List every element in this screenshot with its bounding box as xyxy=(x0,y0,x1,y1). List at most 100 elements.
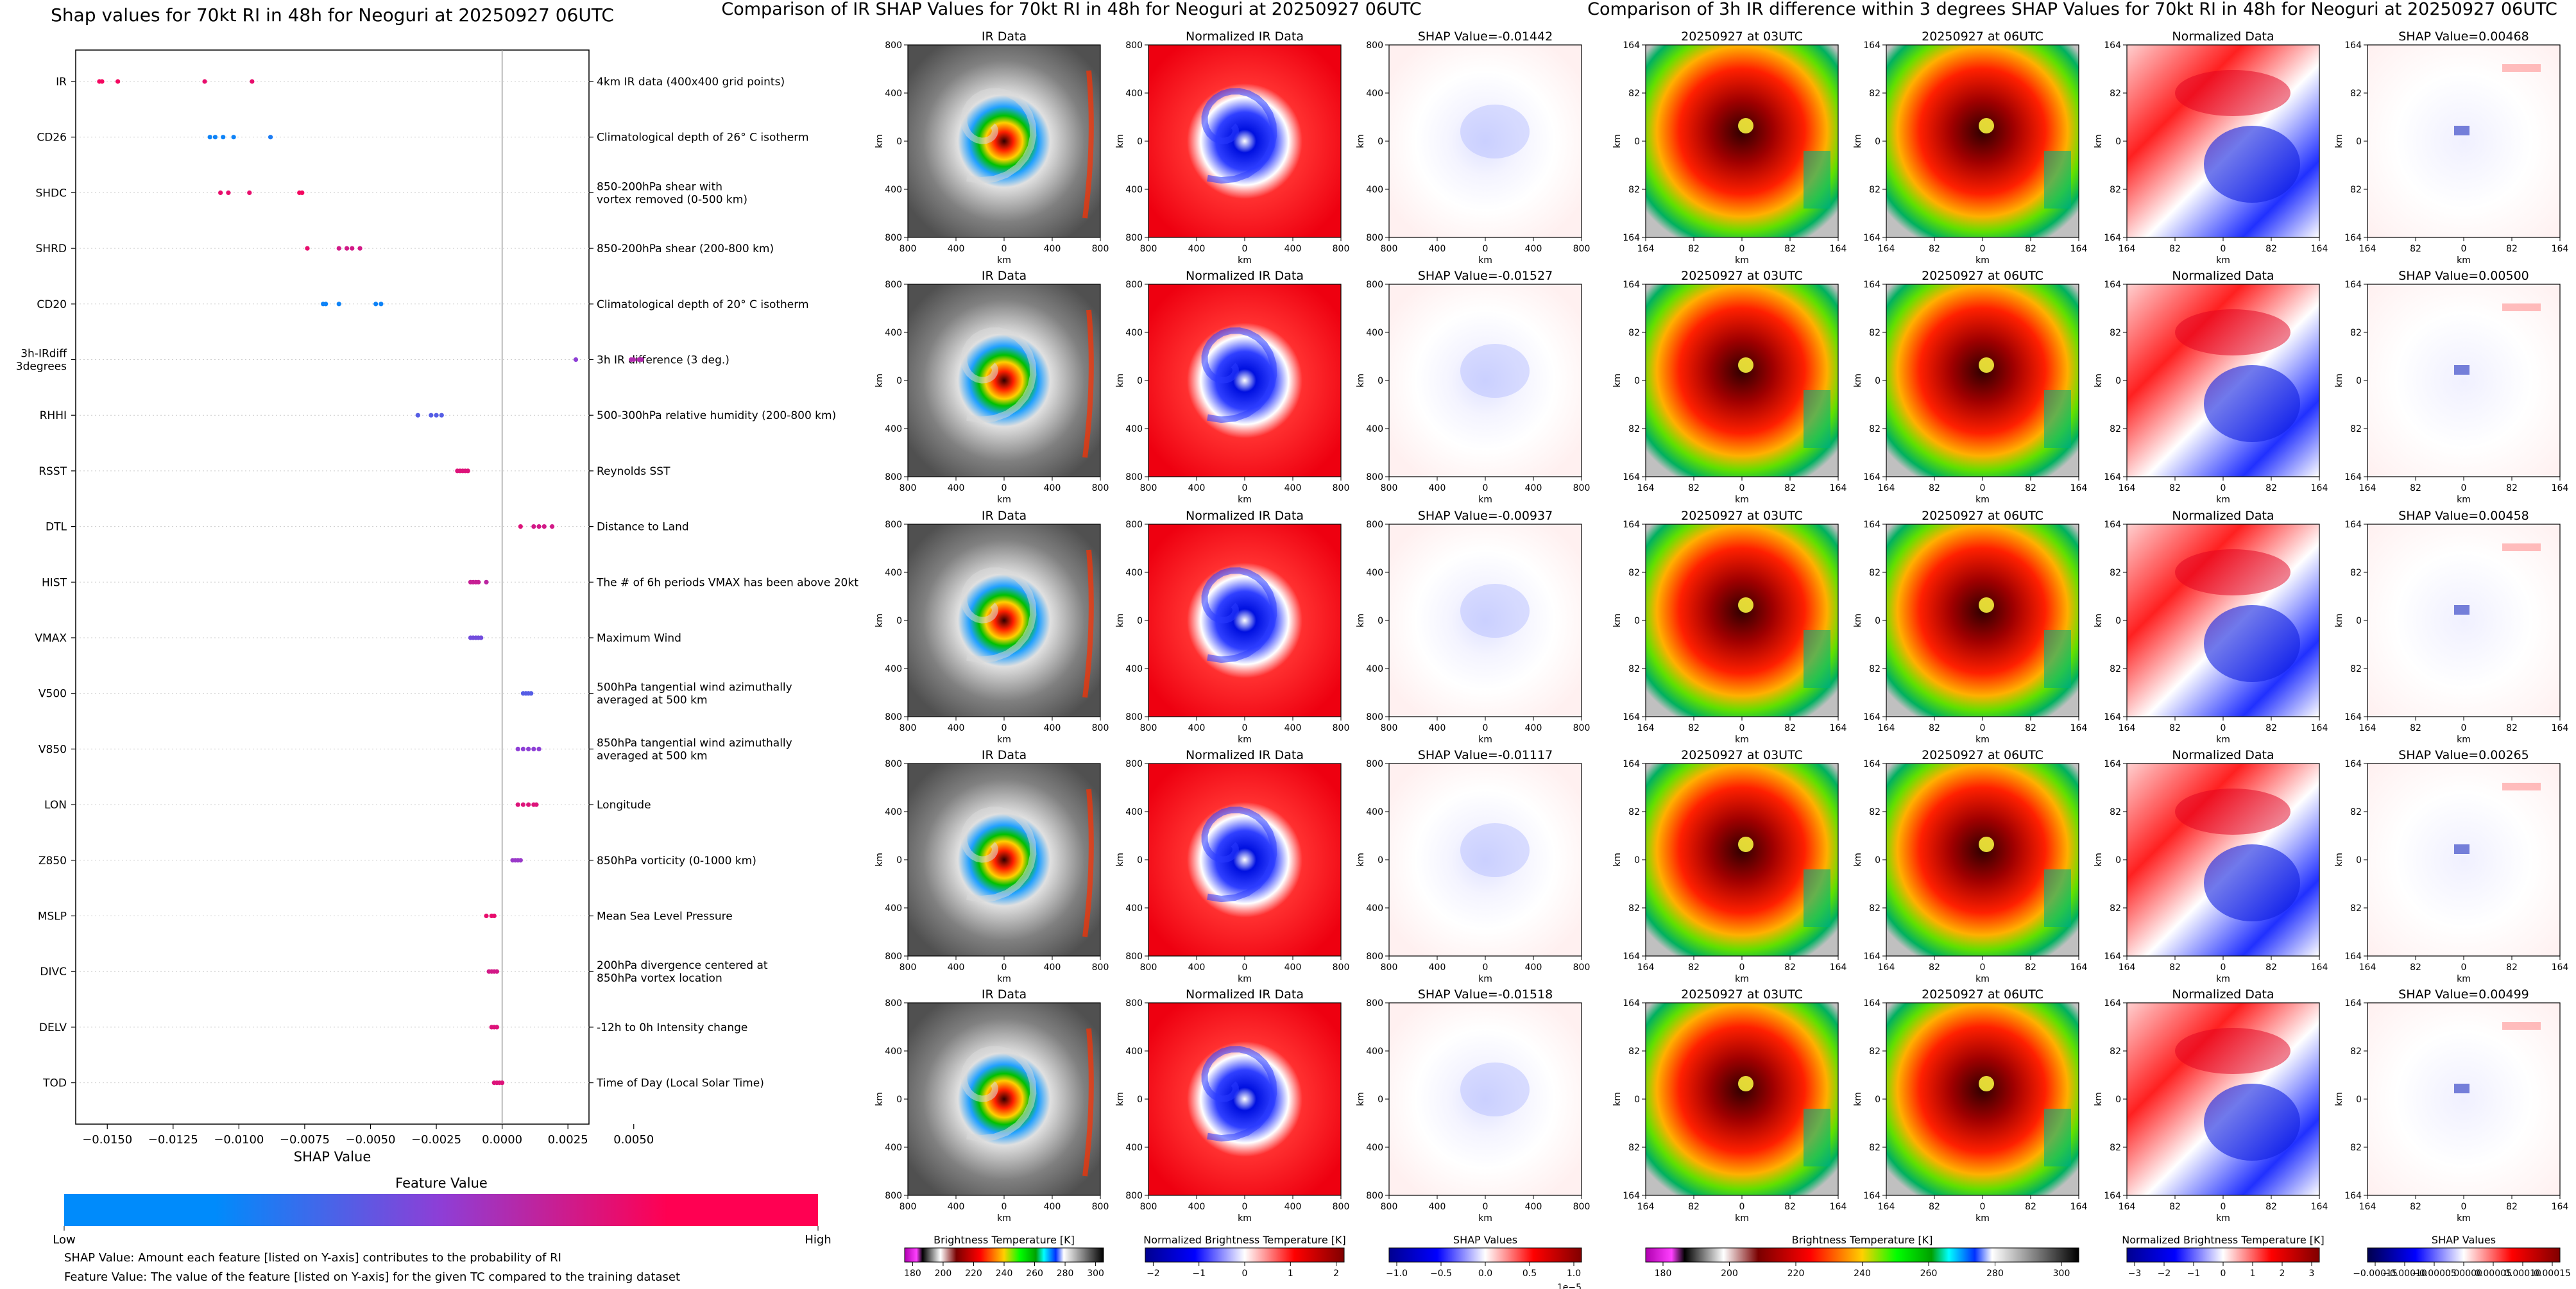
shap-point xyxy=(479,635,484,640)
panel-y-tick-label: 164 xyxy=(2104,472,2121,482)
panel-y-tick-label: 82 xyxy=(2350,1143,2362,1153)
panel-x-tick-label: 800 xyxy=(1333,962,1350,973)
land-feature xyxy=(2044,1109,2071,1166)
feature-description-label: 3h IR difference (3 deg.) xyxy=(597,354,729,367)
panel-x-axis-label: km xyxy=(2457,495,2471,505)
panel-x-tick-label: 400 xyxy=(1429,1202,1446,1212)
land-feature xyxy=(2044,869,2071,927)
feature-description-label: 850-200hPa shear with xyxy=(597,180,722,193)
panel-y-tick-label: 800 xyxy=(1125,712,1143,722)
negative-region xyxy=(2204,844,2300,921)
colorbar-tick-label: 0 xyxy=(2221,1268,2226,1279)
shap-point xyxy=(202,79,207,84)
diff-panel-t xyxy=(1886,284,2079,477)
note-shap-value: SHAP Value: Amount each feature [listed … xyxy=(64,1251,561,1265)
panel-x-tick-label: 164 xyxy=(1830,483,1847,493)
diff-panel-s2 xyxy=(2367,524,2561,717)
panel-x-tick-label: 400 xyxy=(1188,244,1206,254)
feature-name-label: CD20 xyxy=(37,298,67,311)
feature-name-label: RSST xyxy=(38,465,67,478)
panel-x-tick-label: 164 xyxy=(2119,244,2136,254)
panel-y-tick-label: 82 xyxy=(1869,568,1881,578)
panel-y-tick-label: 0 xyxy=(1137,1095,1143,1105)
panel-y-axis-label: km xyxy=(1115,134,1125,148)
colorbar-tick-label: 180 xyxy=(904,1268,921,1279)
panel-y-tick-label: 82 xyxy=(2110,1046,2121,1057)
shap-point xyxy=(491,913,497,919)
panel-y-tick-label: 0 xyxy=(1137,137,1143,147)
panel-x-tick-label: 82 xyxy=(2410,723,2421,733)
colorbar-tick-label: 240 xyxy=(1854,1268,1871,1279)
panel-y-tick-label: 164 xyxy=(1623,712,1640,722)
panel-title: Normalized Data xyxy=(2172,748,2274,762)
panel-x-tick-label: 164 xyxy=(1830,244,1847,254)
panel-y-tick-label: 82 xyxy=(1628,903,1640,914)
positive-region xyxy=(2175,549,2290,595)
panel-title: Normalized Data xyxy=(2172,269,2274,283)
feature-name-label: DTL xyxy=(46,521,67,534)
panel-y-tick-label: 400 xyxy=(885,328,902,338)
panel-y-axis-label: km xyxy=(1356,134,1366,148)
panel-y-tick-label: 800 xyxy=(1366,520,1383,530)
panel-x-tick-label: 0 xyxy=(1242,962,1248,973)
panel-x-axis-label: km xyxy=(1238,255,1252,266)
panel-x-axis-label: km xyxy=(1478,255,1492,266)
ir-diff-comparison-title: Comparison of 3h IR difference within 3 … xyxy=(1587,0,2557,19)
panel-x-tick-label: 400 xyxy=(1429,723,1446,733)
panel-x-tick-label: 800 xyxy=(900,962,917,973)
panel-y-tick-label: 164 xyxy=(2344,759,2362,769)
panel-y-axis-label: km xyxy=(1853,1092,1863,1106)
colorbar-tick-label: 0 xyxy=(1242,1268,1248,1279)
panel-y-tick-label: 164 xyxy=(1623,233,1640,243)
panel-x-tick-label: 800 xyxy=(900,483,917,493)
ir-brightness-colorbar-label: Brightness Temperature [K] xyxy=(934,1234,1075,1246)
panel-y-tick-label: 164 xyxy=(2104,712,2121,722)
panel-y-axis-label: km xyxy=(2094,853,2104,867)
ir-panel-norm xyxy=(1148,284,1342,477)
panel-x-tick-label: 164 xyxy=(2311,483,2328,493)
panel-x-tick-label: 82 xyxy=(2265,962,2277,973)
panel-y-tick-label: 82 xyxy=(2350,424,2362,434)
panel-y-tick-label: 164 xyxy=(1863,952,1881,962)
cloud-band xyxy=(1082,70,1094,219)
panel-image xyxy=(2367,764,2560,956)
panel-y-tick-label: 0 xyxy=(1378,616,1383,626)
panel-y-tick-label: 82 xyxy=(1869,328,1881,338)
panel-x-tick-label: 400 xyxy=(1429,483,1446,493)
cloud-band xyxy=(1082,309,1094,458)
panel-y-tick-label: 800 xyxy=(885,40,902,51)
shap-point xyxy=(379,302,384,307)
panel-y-tick-label: 800 xyxy=(1125,233,1143,243)
panel-x-tick-label: 82 xyxy=(2265,723,2277,733)
panel-x-tick-label: 82 xyxy=(2025,1202,2036,1212)
panel-x-tick-label: 800 xyxy=(1092,723,1109,733)
panel-x-tick-label: 164 xyxy=(1878,1202,1895,1212)
shap-point xyxy=(357,246,363,251)
panel-image xyxy=(908,764,1100,956)
panel-y-tick-label: 0 xyxy=(1875,855,1881,866)
panel-y-tick-label: 800 xyxy=(1366,998,1383,1009)
panel-y-tick-label: 82 xyxy=(2110,568,2121,578)
panel-x-tick-label: 82 xyxy=(1929,723,1940,733)
panel-y-tick-label: 164 xyxy=(1863,40,1881,51)
colorbar-tick-label: 2 xyxy=(2280,1268,2285,1279)
panel-y-tick-label: 400 xyxy=(1125,1143,1143,1153)
panel-x-tick-label: 82 xyxy=(2410,962,2421,973)
diff-panel-n2 xyxy=(2126,524,2320,717)
panel-x-axis-label: km xyxy=(2457,735,2471,745)
panel-x-tick-label: 0 xyxy=(1483,244,1488,254)
shap-point xyxy=(531,746,536,751)
panel-y-axis-label: km xyxy=(2334,373,2344,388)
panel-y-tick-label: 82 xyxy=(1628,424,1640,434)
x-axis-label: SHAP Value xyxy=(294,1149,371,1165)
panel-x-tick-label: 82 xyxy=(2169,962,2181,973)
panel-y-axis-label: km xyxy=(1356,373,1366,388)
shap-blob xyxy=(2454,1084,2469,1093)
diff-panel-s2 xyxy=(2367,763,2561,957)
panel-y-tick-label: 0 xyxy=(896,137,902,147)
panel-y-axis-label: km xyxy=(2094,134,2104,148)
panel-y-axis-label: km xyxy=(1612,373,1623,388)
panel-x-tick-label: 800 xyxy=(1333,483,1350,493)
feature-name-label: 3h-IRdiff xyxy=(21,348,67,361)
